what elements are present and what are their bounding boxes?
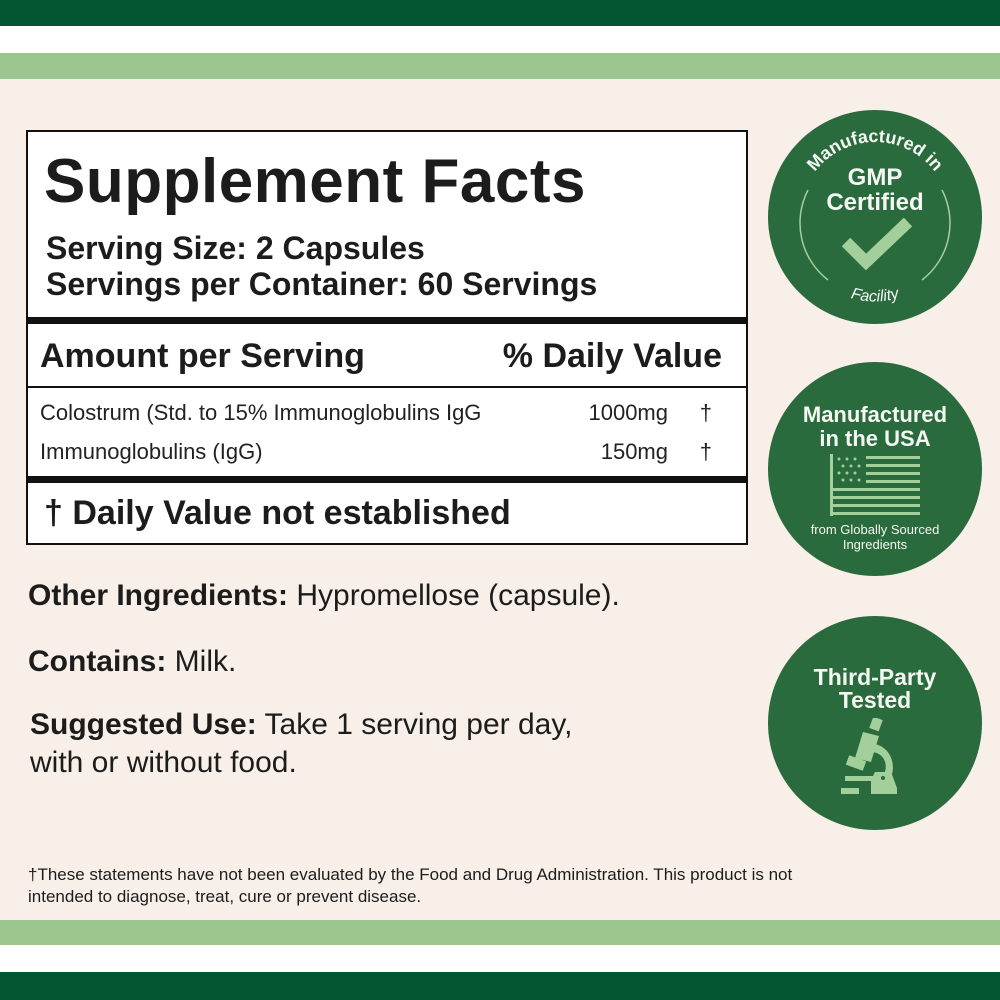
gmp-title: GMP Certified <box>768 165 982 215</box>
bottom-white-band <box>0 945 1000 972</box>
usa-subtitle: from Globally Sourced Ingredients <box>768 522 982 552</box>
other-ingredients-value: Hypromellose (capsule). <box>288 579 620 612</box>
microscope-icon <box>841 718 897 794</box>
daily-value-footnote: † Daily Value not established <box>44 494 511 532</box>
usa-sub-line: from Globally Sourced <box>810 522 940 537</box>
bottom-light-band <box>0 920 1000 945</box>
divider-thin <box>28 386 746 388</box>
divider-thick <box>28 317 746 324</box>
ingredient-name: Immunoglobulins (IgG) <box>40 439 263 464</box>
facts-title: Supplement Facts <box>44 147 586 216</box>
contains-label: Contains: <box>28 645 167 678</box>
bottom-dark-band <box>0 972 1000 1000</box>
serving-size: Serving Size: 2 Capsules <box>46 230 425 266</box>
suggested-use-label: Suggested Use: <box>30 708 257 741</box>
supplement-facts-panel: Supplement Facts Serving Size: 2 Capsule… <box>26 130 748 545</box>
disclaimer-line: †These statements have not been evaluate… <box>28 865 793 884</box>
usa-title: Manufactured in the USA <box>768 403 982 451</box>
tested-line: Tested <box>838 687 912 713</box>
suggested-use-value: Take 1 serving per day, <box>256 708 573 741</box>
gmp-line: GMP <box>847 164 903 191</box>
ingredient-dv: † <box>699 400 712 425</box>
usa-sub-line: Ingredients <box>842 537 908 552</box>
gmp-arc-bottom: Facility <box>849 285 901 305</box>
disclaimer-line: intended to diagnose, treat, cure or pre… <box>28 887 422 906</box>
top-white-band <box>0 26 1000 53</box>
usa-line: Manufactured <box>802 402 948 427</box>
divider-thick <box>28 476 746 483</box>
gmp-line: Certified <box>826 189 924 216</box>
other-ingredients-label: Other Ingredients: <box>28 579 289 612</box>
tested-line: Third-Party <box>813 664 937 690</box>
ingredient-name: Colostrum (Std. to 15% Immunoglobulins I… <box>40 400 482 425</box>
contains-value: Milk. <box>166 645 237 678</box>
fda-disclaimer: †These statements have not been evaluate… <box>28 864 792 908</box>
ingredient-amount: 150mg <box>600 439 668 464</box>
top-dark-band <box>0 0 1000 26</box>
ingredient-amount: 1000mg <box>588 400 668 425</box>
contains: Contains: Milk. <box>28 645 236 679</box>
servings-per-container: Servings per Container: 60 Servings <box>46 266 598 302</box>
us-flag-icon <box>830 454 920 516</box>
other-ingredients: Other Ingredients: Hypromellose (capsule… <box>28 579 620 613</box>
third-party-tested-badge: Third-Party Tested <box>768 616 982 830</box>
checkmark-icon <box>841 217 913 271</box>
top-light-band <box>0 53 1000 79</box>
ingredient-dv: † <box>699 439 712 464</box>
gmp-certified-badge: Manufactured in Facility GMP Certified <box>768 110 982 324</box>
amount-per-serving-header: Amount per Serving <box>40 337 365 375</box>
usa-line: in the USA <box>819 426 931 451</box>
suggested-use: Suggested Use: Take 1 serving per day, <box>30 708 572 742</box>
made-in-usa-badge: Manufactured in the USA from Globally So… <box>768 362 982 576</box>
daily-value-header: % Daily Value <box>502 337 722 375</box>
suggested-use-line2: with or without food. <box>30 746 297 779</box>
tested-title: Third-Party Tested <box>768 666 982 712</box>
